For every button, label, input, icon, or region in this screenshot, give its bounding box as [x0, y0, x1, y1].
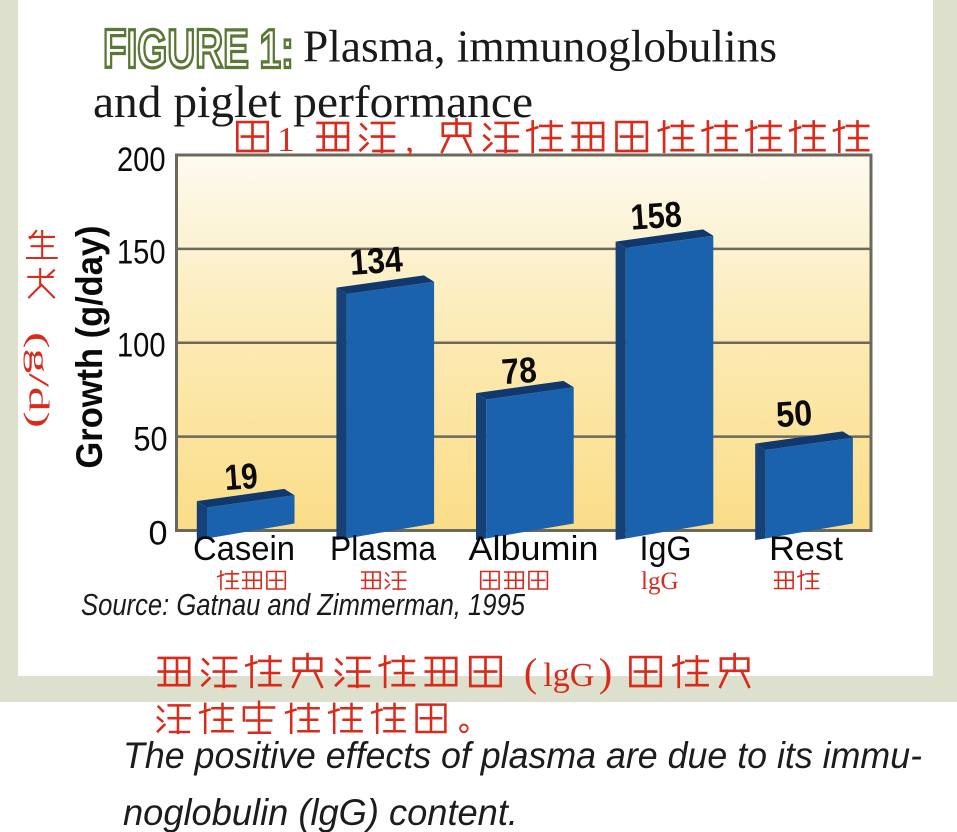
svg-text:and piglet performance: and piglet performance — [93, 76, 533, 127]
svg-text:150: 150 — [117, 234, 166, 272]
svg-text:158: 158 — [629, 193, 683, 237]
svg-text:Source: Gatnau and Zimmerman,: Source: Gatnau and Zimmerman, 1995 — [81, 587, 526, 622]
svg-text:Casein: Casein — [193, 530, 295, 568]
svg-text:Growth (g/day): Growth (g/day) — [69, 226, 110, 469]
svg-text:200: 200 — [117, 141, 166, 179]
svg-text:100: 100 — [117, 327, 166, 365]
svg-text:Albumin: Albumin — [469, 530, 599, 568]
svg-text:(: ( — [524, 650, 537, 695]
svg-text:): ) — [599, 650, 612, 695]
svg-text:Rest: Rest — [769, 530, 844, 568]
svg-text:Plasma: Plasma — [330, 530, 436, 568]
svg-text:78: 78 — [500, 349, 538, 392]
svg-text:50: 50 — [775, 392, 814, 435]
svg-text:FIGURE 1:: FIGURE 1: — [103, 19, 294, 80]
svg-text:1: 1 — [277, 120, 295, 159]
svg-text:Plasma, immunoglobulins: Plasma, immunoglobulins — [303, 21, 777, 72]
svg-text:0: 0 — [149, 514, 168, 552]
svg-text:The positive effects of plasma: The positive effects of plasma are due t… — [123, 735, 922, 776]
svg-text:19: 19 — [223, 455, 259, 498]
svg-text:,: , — [405, 120, 414, 159]
svg-text:lgG: lgG — [543, 657, 594, 694]
svg-text:134: 134 — [348, 238, 404, 283]
svg-text:50: 50 — [134, 420, 168, 458]
svg-text:(g/d): (g/d) — [23, 332, 54, 428]
svg-text:lgG: lgG — [641, 568, 679, 595]
svg-text:IgG: IgG — [640, 530, 692, 568]
svg-text:noglobulin (lgG) content.: noglobulin (lgG) content. — [123, 792, 518, 832]
